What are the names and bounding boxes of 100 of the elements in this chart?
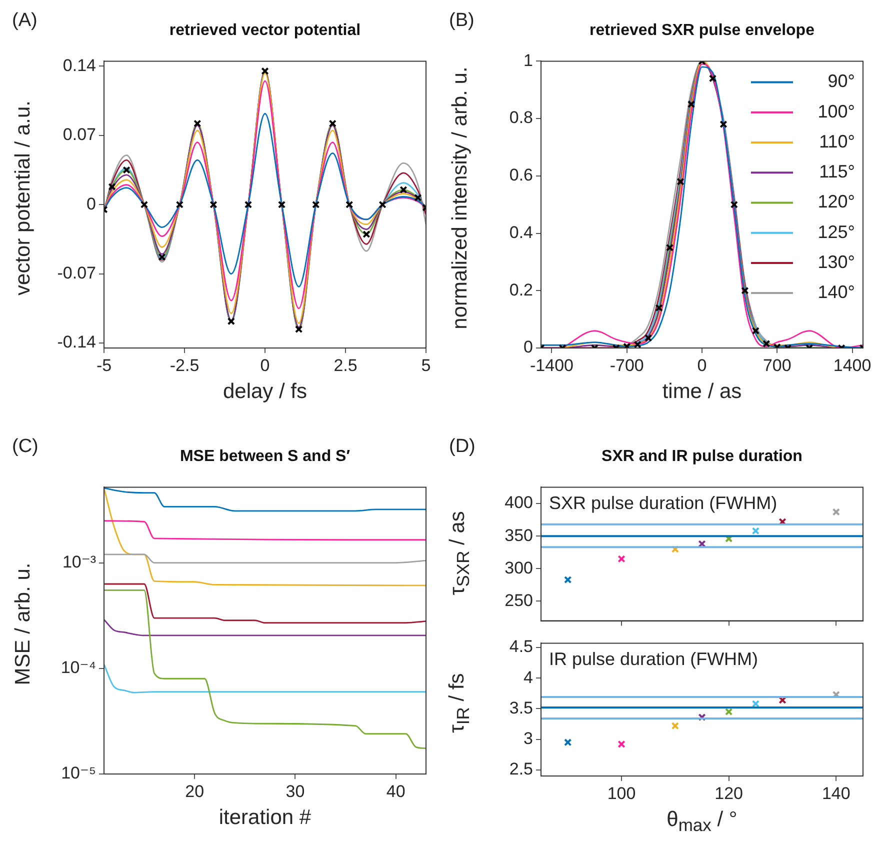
legend-label: 100° bbox=[818, 101, 855, 122]
y-tick-label: 0.14 bbox=[62, 56, 96, 75]
point bbox=[294, 325, 303, 334]
line-series bbox=[104, 487, 426, 512]
point bbox=[644, 334, 652, 342]
x-tick-label: 700 bbox=[762, 356, 792, 375]
point bbox=[725, 708, 733, 716]
line-series bbox=[104, 618, 426, 636]
x-tick-label: 5 bbox=[421, 356, 431, 375]
point bbox=[176, 200, 184, 208]
legend-label: 115° bbox=[819, 162, 855, 182]
legend-label: 90° bbox=[828, 71, 855, 92]
chart-title: MSE between S and S′ bbox=[178, 448, 352, 466]
legend-label: 130° bbox=[818, 252, 855, 272]
line-series bbox=[104, 520, 426, 541]
y-tick-label: -0.14 bbox=[57, 332, 96, 352]
point bbox=[140, 200, 148, 208]
legend-label: 110° bbox=[819, 131, 855, 152]
point bbox=[708, 74, 717, 82]
y-tick-label: 3.5 bbox=[509, 698, 533, 718]
point bbox=[730, 200, 738, 208]
legend-label: 140° bbox=[818, 282, 855, 302]
x-tick-label: -700 bbox=[610, 356, 644, 375]
point bbox=[687, 100, 696, 108]
point bbox=[278, 200, 286, 208]
x-axis-title: time / as bbox=[661, 380, 743, 404]
point bbox=[762, 340, 770, 348]
point bbox=[194, 120, 202, 128]
x-axis-title: θ$_{max}$ / ° bbox=[666, 808, 738, 836]
point bbox=[666, 244, 674, 252]
point bbox=[720, 120, 728, 128]
y-tick-label: 350 bbox=[504, 526, 533, 545]
point bbox=[832, 508, 840, 516]
point bbox=[671, 722, 679, 730]
y-tick-label: 400 bbox=[504, 493, 533, 512]
y-tick-label: 0.2 bbox=[509, 280, 533, 300]
x-tick-label: 100 bbox=[607, 784, 636, 803]
x-tick-label: -1400 bbox=[530, 356, 574, 375]
y-tick-label: 0.07 bbox=[62, 125, 96, 144]
x-axis-title: iteration # bbox=[218, 806, 312, 830]
point bbox=[778, 518, 786, 526]
line-series bbox=[104, 590, 426, 750]
y-tick-label: 2.5 bbox=[509, 760, 533, 779]
legend-label: 125° bbox=[818, 222, 855, 242]
point bbox=[400, 186, 408, 194]
y-tick-label: 4 bbox=[524, 668, 533, 687]
chart-title: retrieved SXR pulse envelope bbox=[588, 22, 816, 40]
y-tick-label: 10⁻³ bbox=[62, 552, 96, 572]
y-tick-label: 3 bbox=[524, 728, 533, 748]
text: (A) bbox=[12, 10, 38, 32]
line-series bbox=[104, 664, 426, 694]
y-tick-label: 300 bbox=[504, 558, 533, 578]
point bbox=[671, 545, 679, 553]
y-axis-title: vector potential / a.u. bbox=[11, 100, 35, 296]
point bbox=[564, 576, 572, 584]
y-tick-label: 250 bbox=[504, 590, 533, 610]
point bbox=[158, 253, 166, 261]
point bbox=[362, 230, 370, 238]
text: (B) bbox=[449, 10, 474, 32]
point bbox=[698, 713, 706, 722]
annotation: IR pulse duration (FWHM) bbox=[549, 649, 758, 670]
y-tick-label: 4.5 bbox=[509, 637, 533, 656]
point bbox=[378, 200, 386, 208]
point bbox=[741, 286, 749, 294]
y-tick-label: 10⁻⁴ bbox=[60, 658, 96, 678]
point bbox=[261, 67, 269, 75]
y-tick-label: 0 bbox=[524, 338, 533, 357]
y-axis-title: MSE / arb. u. bbox=[11, 562, 35, 686]
y-tick-label: 0.4 bbox=[509, 222, 533, 242]
x-tick-label: 20 bbox=[185, 782, 204, 801]
point bbox=[618, 555, 626, 563]
line-series bbox=[104, 583, 426, 624]
x-tick-label: 30 bbox=[286, 782, 305, 801]
point bbox=[328, 120, 336, 128]
x-tick-label: 120 bbox=[714, 784, 744, 803]
point bbox=[227, 317, 236, 326]
x-axis-title: delay / fs bbox=[222, 380, 308, 404]
y-tick-label: 0 bbox=[86, 194, 96, 214]
text: (D) bbox=[449, 436, 476, 458]
y-tick-label: 1 bbox=[524, 50, 533, 70]
point bbox=[108, 182, 116, 191]
point bbox=[655, 304, 663, 312]
y-tick-label: 0.8 bbox=[509, 108, 533, 128]
text: (C) bbox=[12, 436, 38, 458]
x-tick-label: 140 bbox=[822, 784, 850, 803]
y-tick-label: -0.07 bbox=[57, 264, 96, 283]
x-tick-label: 1400 bbox=[833, 356, 872, 375]
y-axis-title: normalized intensity / arb. u. bbox=[448, 66, 472, 330]
x-tick-label: -5 bbox=[96, 356, 112, 375]
line-series bbox=[104, 487, 426, 586]
x-tick-label: -2.5 bbox=[170, 356, 200, 375]
point bbox=[346, 200, 354, 208]
point bbox=[122, 166, 130, 174]
y-tick-label: 10⁻⁵ bbox=[61, 764, 96, 783]
point bbox=[618, 740, 626, 748]
x-tick-label: 0 bbox=[697, 356, 707, 375]
annotation: SXR pulse duration (FWHM) bbox=[549, 493, 778, 514]
point bbox=[676, 178, 684, 186]
x-tick-label: 2.5 bbox=[334, 356, 358, 375]
point bbox=[244, 200, 252, 208]
